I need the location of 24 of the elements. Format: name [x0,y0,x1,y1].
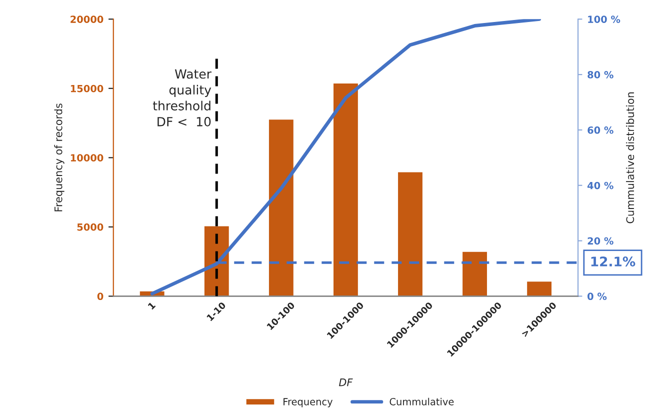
bar [396,170,424,296]
y2-tick-label: 80 % [588,71,614,78]
y-tick-label: 5000 [77,223,104,231]
bar [268,118,295,296]
y-axis-title: Frequency of records [54,104,64,212]
y-tick-label: 0 [97,292,104,300]
legend-label: Frequency [284,398,333,408]
ref-line-label: 12.1% [591,256,636,266]
legend-label: Cummulative [390,398,454,406]
y2-tick-label: 40 % [587,182,614,190]
y2-tick-label: 0 % [588,292,607,300]
y2-axis-title: Cummulative distribution [626,92,634,224]
x-axis-title: DF [338,378,353,386]
ref-line-label: Water quality threshold DF < 10 [152,69,212,126]
bar [526,280,553,296]
y2-tick-label: 20 % [588,237,614,245]
y-tick-label: 20000 [70,16,104,23]
bar [461,250,488,296]
y-tick-label: 10000 [70,154,104,162]
y2-tick-label: 100 % [588,16,620,23]
y-tick-label: 15000 [70,84,104,92]
x-tick-label: 1 [148,302,156,310]
y2-tick-label: 60 % [588,126,614,134]
bar [332,82,360,296]
